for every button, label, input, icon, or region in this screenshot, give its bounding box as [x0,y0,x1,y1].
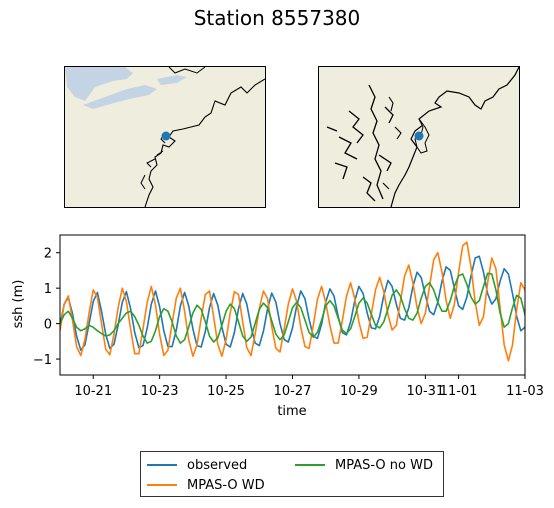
regional-map [64,66,266,208]
local-map-drawing [326,67,519,207]
y-tick-label-0: 0 [44,318,52,333]
regional-map-drawing [65,67,265,207]
y-tick-label--1: −1 [33,353,52,368]
great-lakes-water [65,67,133,101]
legend-item-mpas-o-no-wd: MPAS-O no WD [295,455,433,475]
x-tick-label-10-23: 10-23 [141,384,179,399]
series-line-observed [60,255,525,352]
x-tick-label-10-31: 10-31 [406,384,444,399]
legend-label-mpas-o-wd: MPAS-O WD [187,477,265,493]
lake-ontario-water [157,75,187,85]
station-marker [414,131,424,141]
local-map [318,66,520,208]
legend-item-observed: observed [147,455,247,475]
legend-label-observed: observed [187,457,248,473]
coastline [390,67,519,207]
y-axis-label: ssh (m) [11,280,26,329]
legend-swatch-mpas-o-wd [147,484,177,486]
chesapeake-rivers [326,84,394,202]
lake-erie-water [83,85,157,109]
series-line-mpas-o-wd [60,241,525,362]
y-tick-label-1: 1 [44,282,52,297]
y-tick-label-2: 2 [44,247,52,262]
bay-islands [382,96,402,190]
legend-label-mpas-o-no-wd: MPAS-O no WD [335,457,433,473]
coastline [144,78,265,207]
legend-swatch-observed [147,464,177,466]
x-tick-label-10-29: 10-29 [340,384,378,399]
station-marker [161,131,171,141]
x-tick-label-10-27: 10-27 [274,384,312,399]
x-tick-label-11-01: 11-01 [440,384,478,399]
x-axis-label: time [277,404,306,419]
legend-item-mpas-o-wd: MPAS-O WD [147,475,265,495]
border-north [168,67,206,74]
figure-title: Station 8557380 [193,6,361,30]
x-tick-label-10-21: 10-21 [74,384,112,399]
x-tick-label-10-25: 10-25 [207,384,245,399]
legend: observed MPAS-O WD MPAS-O no WD [140,451,444,497]
series-line-mpas-o-no-wd [60,272,525,344]
legend-swatch-mpas-o-no-wd [295,464,325,466]
x-tick-label-11-03: 11-03 [506,384,544,399]
coastline-detail [140,132,166,190]
